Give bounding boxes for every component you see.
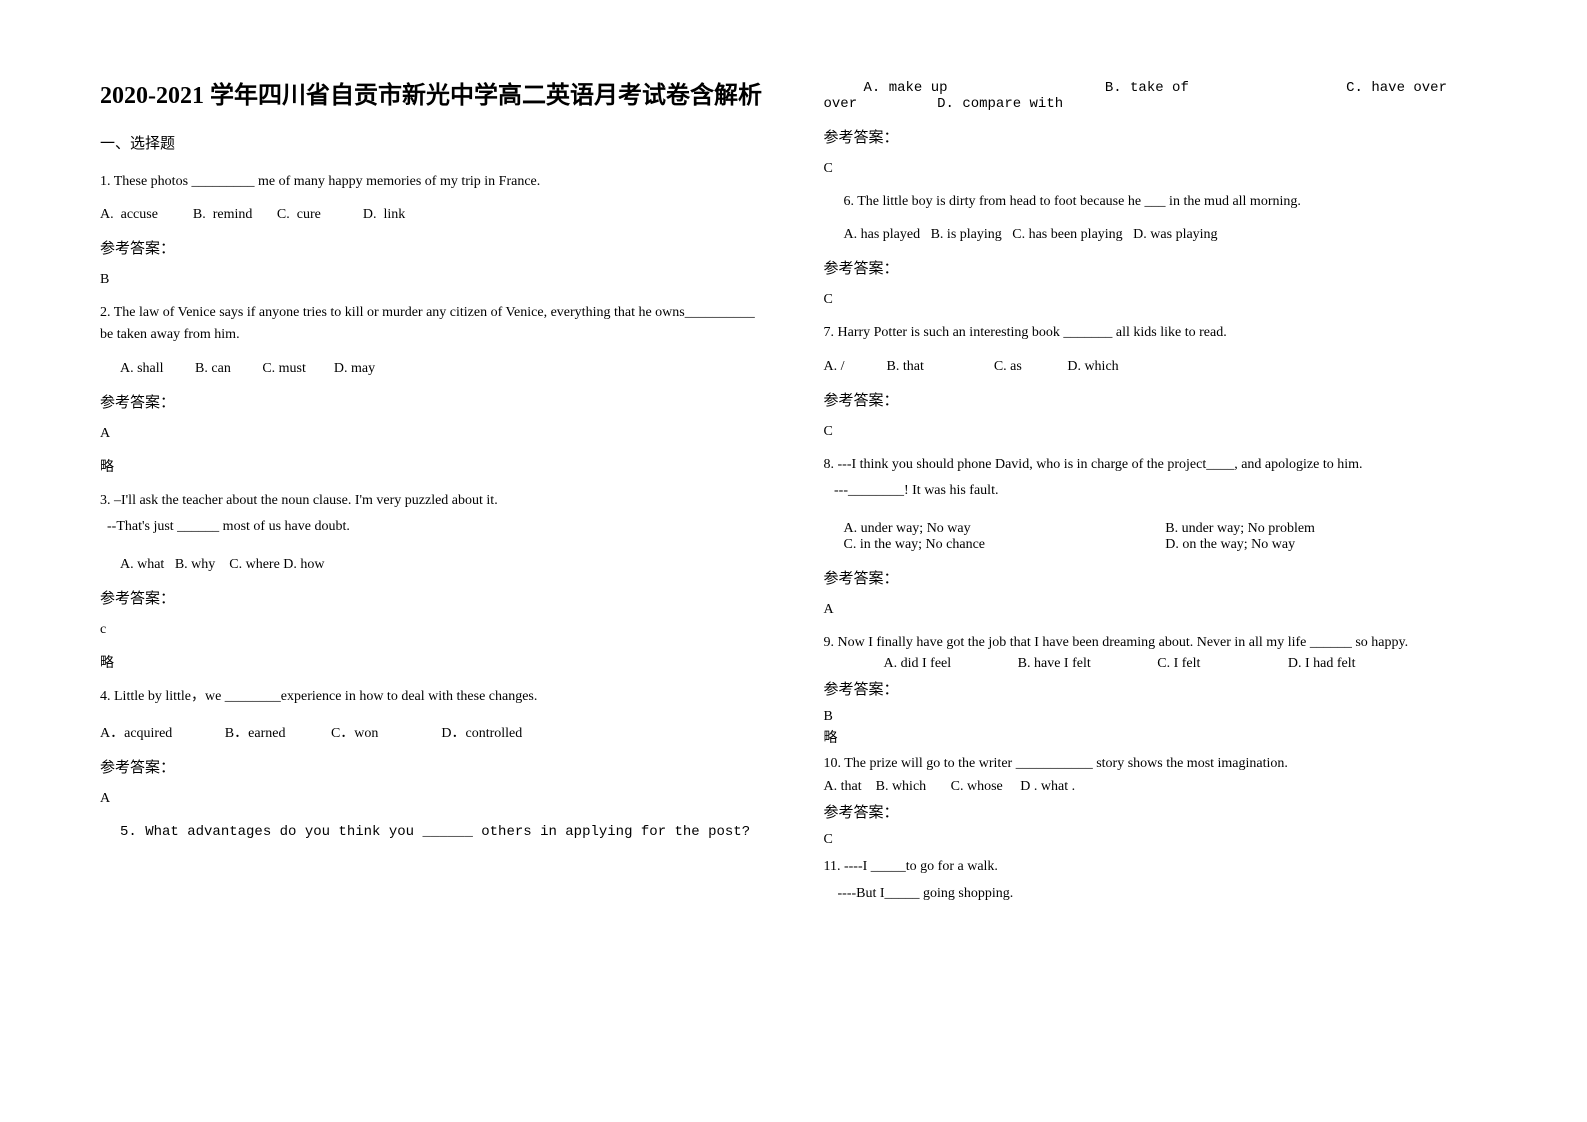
question-1: 1. These photos _________ me of many hap… bbox=[100, 171, 764, 193]
question-10: 10. The prize will go to the writer ____… bbox=[824, 753, 1488, 775]
question-2-answer: A bbox=[100, 426, 764, 442]
question-10-answer: C bbox=[824, 832, 1488, 848]
question-1-answer: B bbox=[100, 272, 764, 288]
question-3-options: A. what B. why C. where D. how bbox=[100, 557, 764, 573]
document-title: 2020-2021 学年四川省自贡市新光中学高二英语月考试卷含解析 bbox=[100, 80, 764, 114]
question-8-line2: ---________! It was his fault. bbox=[824, 480, 1488, 502]
question-3-line1: 3. –I'll ask the teacher about the noun … bbox=[100, 490, 764, 512]
question-6-answer: C bbox=[824, 292, 1488, 308]
question-9-answer: B bbox=[824, 709, 1488, 725]
answer-label: 参考答案： bbox=[824, 257, 1488, 278]
q5-opt-c: C. have over bbox=[1346, 80, 1447, 96]
q5-opt-b: B. take of bbox=[1105, 80, 1189, 96]
answer-label: 参考答案： bbox=[824, 389, 1488, 410]
question-6: 6. The little boy is dirty from head to … bbox=[824, 191, 1488, 213]
q8-opt-d: D. on the way; No way bbox=[1165, 537, 1487, 553]
question-5: 5. What advantages do you think you ____… bbox=[100, 821, 764, 843]
question-11-line2: ----But I_____ going shopping. bbox=[824, 883, 1488, 905]
question-4-options: A．acquired B．earned C．won D．controlled bbox=[100, 722, 764, 742]
section-header: 一、选择题 bbox=[100, 132, 764, 153]
q5-opt-c-cont: over bbox=[824, 96, 858, 112]
question-4: 4. Little by little，we ________experienc… bbox=[100, 686, 764, 708]
omit-note: 略 bbox=[824, 727, 1488, 747]
question-3-answer: c bbox=[100, 622, 764, 638]
q5-opt-a: A. make up bbox=[824, 80, 948, 96]
answer-label: 参考答案： bbox=[824, 678, 1488, 699]
left-column: 2020-2021 学年四川省自贡市新光中学高二英语月考试卷含解析 一、选择题 … bbox=[100, 80, 764, 1082]
question-7-options: A. / B. that C. as D. which bbox=[824, 359, 1488, 375]
question-9-options: A. did I feel B. have I felt C. I felt D… bbox=[824, 656, 1488, 672]
question-3-line2: --That's just ______ most of us have dou… bbox=[100, 516, 764, 538]
question-3: 3. –I'll ask the teacher about the noun … bbox=[100, 490, 764, 543]
answer-label: 参考答案： bbox=[824, 126, 1488, 147]
question-9: 9. Now I finally have got the job that I… bbox=[824, 632, 1488, 654]
q8-opt-b: B. under way; No problem bbox=[1165, 521, 1487, 537]
q8-opt-c: C. in the way; No chance bbox=[824, 537, 1166, 553]
question-7-answer: C bbox=[824, 424, 1488, 440]
answer-label: 参考答案： bbox=[100, 756, 764, 777]
answer-label: 参考答案： bbox=[100, 391, 764, 412]
question-5-answer: C bbox=[824, 161, 1488, 177]
question-8-answer: A bbox=[824, 602, 1488, 618]
question-6-options: A. has played B. is playing C. has been … bbox=[824, 227, 1488, 243]
question-11: 11. ----I _____to go for a walk. ----But… bbox=[824, 856, 1488, 909]
answer-label: 参考答案： bbox=[100, 587, 764, 608]
q8-opt-a: A. under way; No way bbox=[824, 521, 1166, 537]
answer-label: 参考答案： bbox=[824, 801, 1488, 822]
question-10-options: A. that B. which C. whose D . what . bbox=[824, 779, 1488, 795]
omit-note: 略 bbox=[100, 652, 764, 672]
question-8: 8. ---I think you should phone David, wh… bbox=[824, 454, 1488, 507]
question-7: 7. Harry Potter is such an interesting b… bbox=[824, 322, 1488, 344]
answer-label: 参考答案： bbox=[100, 237, 764, 258]
right-column: A. make up B. take of C. have over overD… bbox=[824, 80, 1488, 1082]
question-11-line1: 11. ----I _____to go for a walk. bbox=[824, 856, 1488, 878]
question-2: 2. The law of Venice says if anyone trie… bbox=[100, 302, 764, 347]
question-2-options: A. shall B. can C. must D. may bbox=[100, 361, 764, 377]
question-5-options: A. make up B. take of C. have over overD… bbox=[824, 80, 1488, 112]
question-1-options: A. accuse B. remind C. cure D. link bbox=[100, 207, 764, 223]
question-4-answer: A bbox=[100, 791, 764, 807]
q5-opt-d: D. compare with bbox=[857, 96, 1063, 112]
question-8-line1: 8. ---I think you should phone David, wh… bbox=[824, 454, 1488, 476]
question-8-options: A. under way; No way B. under way; No pr… bbox=[824, 521, 1488, 553]
omit-note: 略 bbox=[100, 456, 764, 476]
answer-label: 参考答案： bbox=[824, 567, 1488, 588]
